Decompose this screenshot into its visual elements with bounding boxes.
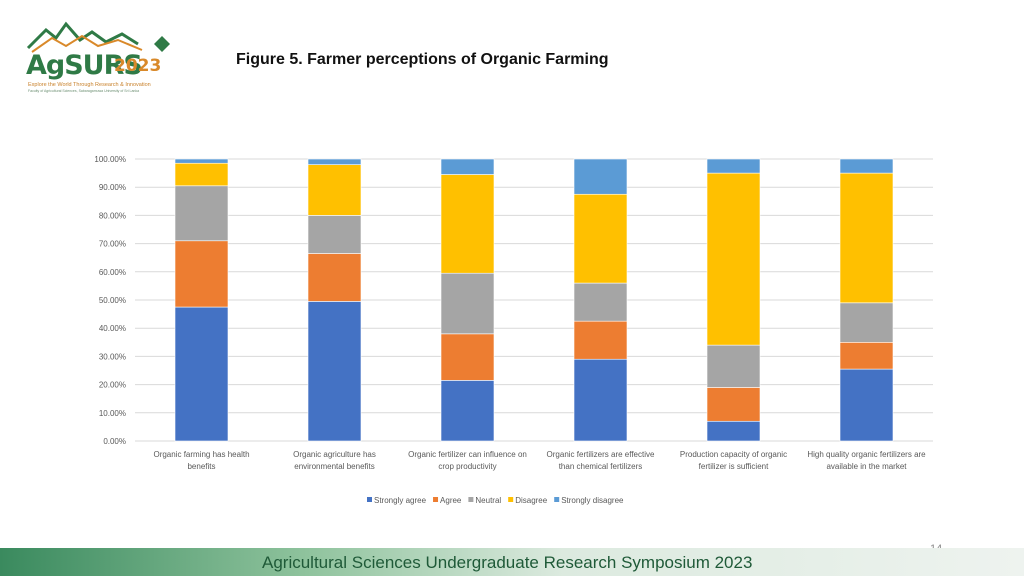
mountain-logo-icon <box>26 21 170 53</box>
x-tick-label: than chemical fertilizers <box>559 462 643 471</box>
y-tick-label: 30.00% <box>99 352 126 361</box>
bar-segment <box>174 185 229 242</box>
bar-segment <box>573 193 628 284</box>
bar-segment <box>307 158 362 165</box>
bar-segment <box>440 333 495 381</box>
x-tick-label: Organic fertilizers are effective <box>547 450 655 459</box>
x-tick-label: environmental benefits <box>294 462 375 471</box>
bar-segment <box>839 368 894 442</box>
legend-label: Agree <box>440 496 462 505</box>
bar-segment <box>839 341 894 370</box>
bar-segment <box>573 358 628 442</box>
agsurs-logo: AgSURS 2023 Explore the World Through Re… <box>22 18 182 98</box>
footer-banner: Agricultural Sciences Undergraduate Rese… <box>0 548 1024 576</box>
y-tick-label: 10.00% <box>99 409 126 418</box>
y-tick-label: 50.00% <box>99 296 126 305</box>
y-tick-label: 100.00% <box>94 155 126 164</box>
logo-name: AgSURS <box>26 50 143 81</box>
x-tick-label: benefits <box>187 462 215 471</box>
y-tick-label: 60.00% <box>99 268 126 277</box>
y-tick-label: 90.00% <box>99 183 126 192</box>
x-tick-label: crop productivity <box>438 462 496 471</box>
bar-segment <box>706 172 761 346</box>
bar-segment <box>440 158 495 175</box>
logo-tagline: Explore the World Through Research & Inn… <box>28 82 151 88</box>
stacked-bar-chart: 0.00% 10.00% 20.00% 30.00% 40.00% 50.00% 60.00… <box>94 155 933 505</box>
y-tick-label: 20.00% <box>99 381 126 390</box>
x-tick-label: Organic agriculture has <box>293 450 376 459</box>
x-tick-label: available in the market <box>826 462 907 471</box>
x-tick-label: fertilizer is sufficient <box>699 462 769 471</box>
bar-segment <box>307 164 362 216</box>
legend-label: Strongly disagree <box>561 496 624 505</box>
legend-swatch <box>367 497 372 502</box>
bar-segment <box>573 282 628 322</box>
logo-subtag: Faculty of Agricultural Sciences, Sabara… <box>28 89 140 93</box>
legend-label: Neutral <box>475 496 501 505</box>
legend-swatch <box>554 497 560 502</box>
legend-swatch <box>468 497 474 502</box>
bar-segment <box>174 158 229 164</box>
slide-title: Figure 5. Farmer perceptions of Organic … <box>236 51 609 68</box>
footer-text: Agricultural Sciences Undergraduate Rese… <box>262 553 753 572</box>
bar-segment <box>440 272 495 335</box>
x-tick-label: Production capacity of organic <box>680 450 787 459</box>
bar-segment <box>706 158 761 174</box>
bar-segment <box>307 215 362 254</box>
x-tick-label: High quality organic fertilizers are <box>807 450 926 459</box>
y-tick-label: 40.00% <box>99 324 126 333</box>
y-tick-label: 80.00% <box>99 211 126 220</box>
x-tick-label: Organic fertilizer can influence on <box>408 450 527 459</box>
bar-segment <box>307 253 362 302</box>
bar-segment <box>174 240 229 308</box>
bar-segment <box>573 158 628 195</box>
bar-segment <box>706 420 761 442</box>
bar-segment <box>440 174 495 274</box>
bar-segment <box>706 387 761 422</box>
bar-segment <box>839 302 894 343</box>
bar-segment <box>174 306 229 442</box>
legend-swatch <box>508 497 514 502</box>
y-tick-label: 0.00% <box>103 437 126 446</box>
bar-segment <box>839 158 894 174</box>
legend-label: Disagree <box>515 496 548 505</box>
logo-year: 2023 <box>114 56 162 76</box>
bar-segment <box>440 380 495 442</box>
bar-segment <box>174 162 229 187</box>
legend-swatch <box>433 497 439 502</box>
bar-segment <box>573 320 628 360</box>
x-tick-label: Organic farming has health <box>153 450 249 459</box>
bar-segment <box>307 301 362 442</box>
bar-segment <box>706 344 761 388</box>
bar-segment <box>839 172 894 304</box>
y-tick-label: 70.00% <box>99 240 126 249</box>
legend-label: Strongly agree <box>374 496 427 505</box>
